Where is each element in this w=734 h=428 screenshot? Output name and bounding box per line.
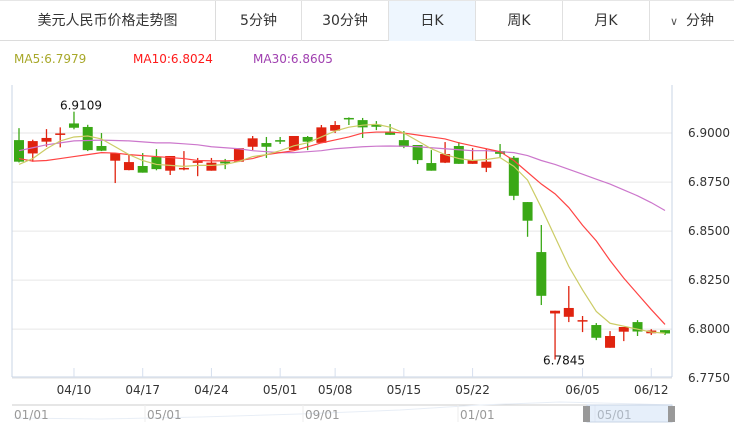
candle-body (591, 325, 602, 338)
candle-body (82, 126, 93, 151)
navigator-label: 09/01 (305, 408, 340, 422)
candle-body (137, 165, 148, 173)
candle-body (660, 330, 671, 334)
x-tick-label: 06/12 (634, 383, 669, 397)
low-price-label: 6.7845 (543, 354, 585, 368)
candle-body (522, 202, 533, 221)
y-tick-label: 6.8250 (688, 273, 730, 287)
page-title: 美元人民币价格走势图 (0, 1, 216, 41)
y-tick-label: 6.8000 (688, 322, 730, 336)
tab-minute-dropdown[interactable]: ∨ 分钟 (650, 1, 734, 41)
candle-body (495, 151, 506, 154)
candle-body (467, 160, 478, 164)
candle-body (605, 336, 616, 348)
candle-body (343, 117, 354, 120)
x-tick-label: 05/01 (263, 383, 298, 397)
chevron-down-icon: ∨ (669, 15, 679, 28)
candle-body (41, 137, 52, 142)
candle-body (165, 155, 176, 171)
candle-body (247, 138, 258, 147)
candle-body (55, 133, 66, 135)
candle-body (316, 127, 327, 143)
candle-body (151, 156, 162, 170)
candle-body (302, 136, 313, 142)
tab-daily-k[interactable]: 日K (389, 1, 476, 41)
ma30-line (18, 139, 666, 212)
candle-body (178, 167, 189, 170)
ma10-legend: MA10:6.8024 (133, 52, 213, 66)
y-tick-label: 6.8500 (688, 224, 730, 238)
y-tick-label: 6.8750 (688, 175, 730, 189)
candle-body (261, 143, 272, 147)
candle-body (563, 307, 574, 317)
x-tick-label: 05/22 (455, 383, 490, 397)
candle-body (371, 124, 382, 127)
candle-body (233, 148, 244, 162)
candle-body (618, 326, 629, 332)
candle-body (330, 125, 341, 131)
navigator-label: 05/01 (147, 408, 182, 422)
candle-body (440, 154, 451, 163)
ma5-line (18, 123, 666, 334)
ma5-legend: MA5:6.7979 (14, 52, 87, 66)
candle-body (426, 163, 437, 171)
candle-body (192, 161, 203, 163)
navigator-label: 05/01 (597, 408, 632, 422)
tab-5min[interactable]: 5分钟 (216, 1, 302, 41)
x-tick-label: 05/15 (387, 383, 422, 397)
candle-body (14, 140, 24, 162)
candle-body (412, 145, 423, 161)
candle-body (96, 145, 107, 151)
candle-body (275, 140, 286, 142)
high-price-label: 6.9109 (60, 99, 102, 113)
candle-body (288, 135, 299, 151)
x-tick-label: 05/08 (318, 383, 353, 397)
x-tick-label: 04/10 (57, 383, 92, 397)
x-tick-label: 06/05 (565, 383, 600, 397)
candle-body (357, 120, 368, 128)
navigator-label: 01/01 (14, 408, 49, 422)
x-tick-label: 04/17 (125, 383, 160, 397)
y-tick-label: 6.9000 (688, 126, 730, 140)
candle-body (453, 145, 464, 164)
candle-body (110, 153, 121, 161)
navigator-label: 01/01 (460, 408, 495, 422)
navigator-mini-line (13, 401, 673, 420)
ma30-legend: MA30:6.8605 (253, 52, 333, 66)
candle-body (123, 162, 134, 171)
candle-body (481, 161, 492, 168)
candle-body (385, 131, 396, 135)
tab-30min[interactable]: 30分钟 (302, 1, 389, 41)
candle-body (68, 123, 79, 128)
tab-monthly-k[interactable]: 月K (563, 1, 650, 41)
candle-body (508, 157, 519, 196)
candle-body (398, 140, 409, 147)
ma10-line (18, 131, 666, 325)
candle-body (206, 162, 217, 171)
y-tick-label: 6.7750 (688, 371, 730, 385)
navigator-selection[interactable] (586, 404, 673, 423)
candle-body (536, 252, 547, 296)
navigator-handle[interactable] (583, 406, 590, 422)
navigator-handle[interactable] (668, 406, 675, 422)
x-tick-label: 04/24 (194, 383, 229, 397)
candle-body (550, 310, 561, 314)
candle-body (577, 320, 588, 322)
candle-body (632, 322, 643, 332)
header: 美元人民币价格走势图 5分钟 30分钟 日K 周K 月K ∨ 分钟 (0, 0, 734, 41)
tab-weekly-k[interactable]: 周K (476, 1, 563, 41)
tab-minute-label: 分钟 (686, 13, 715, 29)
candle-body (220, 161, 231, 164)
